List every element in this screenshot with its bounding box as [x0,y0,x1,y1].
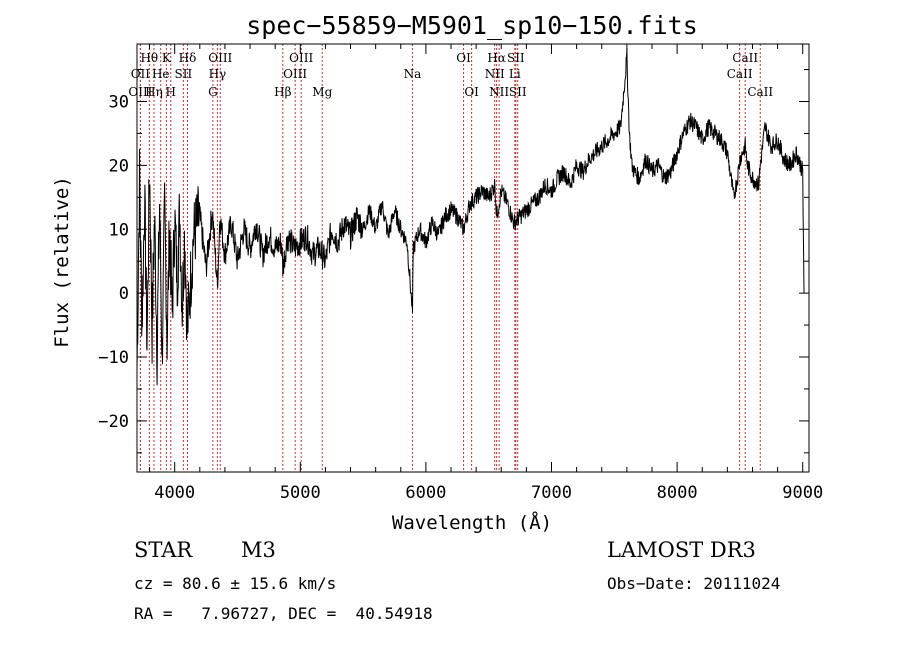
x-tick-label-5000: 5000 [280,483,321,503]
y-tick-label-20: 20 [109,156,129,176]
line-marker-label-4: Hη [145,85,163,99]
chart-title: spec−55859−M5901_sp10−150.fits [246,11,698,40]
line-marker-label-24: SII [509,85,527,99]
line-marker-label-3: He [152,67,170,81]
line-marker-label-2: OIII [128,85,152,99]
line-marker-label-13: OIII [289,51,313,65]
y-tick-label-30: 30 [109,92,129,112]
line-marker-label-14: OIII [283,67,307,81]
line-marker-label-1: OII [131,67,151,81]
x-tick-label-8000: 8000 [657,483,698,503]
line-marker-label-12: Hβ [274,85,291,99]
line-marker-label-9: OIII [208,51,232,65]
line-marker-label-27: CaII [747,85,773,99]
line-marker-label-17: OI [456,51,471,65]
line-marker-label-22: SII [507,51,525,65]
line-marker-label-23: Li [509,67,521,81]
y-axis: −20 −10 0 10 20 30 [98,69,809,454]
object-subclass: M3 [241,538,276,562]
line-marker-label-7: H [166,85,176,99]
y-tick-label--10: −10 [98,348,129,368]
line-marker-label-25: CaII [732,51,758,65]
y-tick-label-10: 10 [109,220,129,240]
x-tick-label-7000: 7000 [531,483,572,503]
line-marker-label-5: K [162,51,172,65]
spectrum-series-line [136,48,805,386]
ra-dec-coordinates: RA = 7.96727, DEC = 40.54918 [134,604,433,623]
line-marker-label-26: CaII [727,67,753,81]
survey-name: LAMOST DR3 [607,538,756,562]
line-marker-label-21: NII [489,85,509,99]
line-marker-label-18: OI [464,85,479,99]
x-tick-label-6000: 6000 [405,483,446,503]
y-tick-label-0: 0 [119,284,129,304]
y-axis-label: Flux (relative) [51,176,73,348]
line-marker-label-6: SII [174,67,192,81]
line-marker-label-15: Mg [312,85,332,99]
line-marker-label-16: Na [404,67,422,81]
line-marker-label-20: NII [485,67,505,81]
line-marker-label-11: G [208,85,218,99]
redshift-velocity: cz = 80.6 ± 15.6 km/s [134,574,337,593]
observation-date: Obs−Date: 20111024 [607,574,781,593]
emission-line-markers [139,44,761,472]
object-class: STAR [134,538,193,562]
x-axis: 4000 5000 6000 7000 8000 9000 [149,44,823,503]
line-marker-label-10: Hγ [209,67,227,81]
line-marker-label-8: Hδ [179,51,197,65]
line-marker-label-19: Hα [487,51,506,65]
y-tick-label--20: −20 [98,412,129,432]
line-marker-label-0: Hθ [140,51,158,65]
x-tick-label-9000: 9000 [782,483,823,503]
x-tick-label-4000: 4000 [154,483,195,503]
x-axis-label: Wavelength (Å) [392,511,552,534]
plot-frame [136,43,810,473]
